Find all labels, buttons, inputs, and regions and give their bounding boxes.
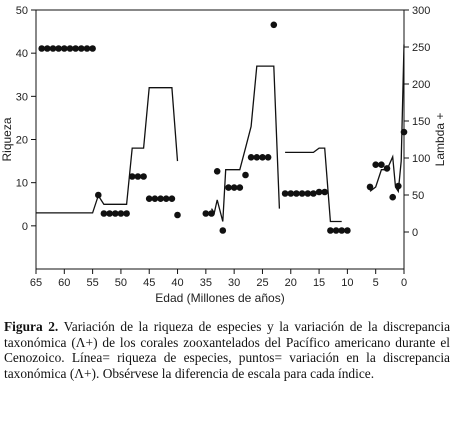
lambda-point	[134, 173, 142, 180]
lambda-point	[123, 210, 130, 217]
lambda-point	[236, 184, 244, 191]
y-right-tick-label: 200	[412, 79, 430, 91]
lambda-point	[298, 190, 306, 197]
lambda-point	[372, 161, 380, 168]
chart: 65 60 55 50 45 40 35 30 25 20 15 10 5 001020304050050…	[0, 5, 447, 305]
lambda-point	[389, 193, 397, 201]
x-tick-label: 65	[30, 277, 42, 289]
lambda-point	[162, 195, 170, 202]
richness-line-segment	[210, 65, 281, 222]
lambda-point	[140, 173, 147, 180]
x-tick-label: 15	[313, 277, 325, 289]
lambda-point	[151, 195, 159, 202]
lambda-point	[38, 45, 45, 52]
caption-text: Variación de la riqueza de especies y la…	[4, 319, 451, 381]
lambda-point	[44, 45, 51, 52]
x-tick-label: 0	[401, 277, 407, 289]
lambda-point	[259, 154, 266, 161]
lambda-point	[338, 227, 346, 234]
lambda-point	[310, 190, 317, 197]
richness-line-segment	[36, 87, 179, 214]
y-left-tick-label: 10	[16, 178, 28, 190]
richness-line-segment	[369, 44, 405, 194]
caption-label: Figura 2.	[4, 319, 59, 334]
lambda-point	[61, 45, 68, 52]
lambda-point	[78, 45, 85, 52]
lambda-point	[117, 210, 125, 217]
y-right-tick-label: 0	[412, 227, 418, 239]
lambda-point	[106, 210, 113, 217]
x-tick-label: 35	[200, 277, 212, 289]
lambda-point	[264, 154, 272, 161]
y-right-tick-label: 150	[412, 116, 430, 128]
lambda-point	[208, 210, 215, 217]
lambda-point	[366, 183, 374, 191]
y-left-tick-label: 20	[16, 135, 28, 147]
lambda-point	[213, 168, 221, 175]
y-left-tick-label: 40	[16, 48, 28, 60]
series-layer	[36, 21, 408, 234]
lambda-point	[344, 227, 351, 234]
y-axis-left-title: Riqueza	[0, 117, 14, 161]
lambda-point	[157, 195, 164, 202]
lambda-point	[219, 227, 227, 234]
lambda-point	[395, 182, 402, 190]
lambda-point	[321, 188, 329, 196]
axes-layer: 65 60 55 50 45 40 35 30 25 20 15 10 5 001020304050050…	[16, 5, 431, 289]
lambda-point	[100, 210, 108, 217]
lambda-point	[247, 154, 255, 161]
y-right-tick-label: 100	[412, 153, 430, 165]
lambda-point	[383, 165, 391, 172]
lambda-point	[304, 190, 312, 197]
y-right-tick-label: 50	[412, 190, 424, 202]
lambda-point	[332, 227, 340, 234]
figure-caption: Figura 2. Variación de la riqueza de esp…	[4, 319, 450, 381]
x-tick-label: 30	[228, 277, 240, 289]
y-right-tick-label: 250	[412, 42, 430, 54]
x-tick-label: 20	[285, 277, 297, 289]
lambda-point	[225, 184, 232, 191]
lambda-point	[174, 211, 181, 219]
lambda-point	[72, 45, 79, 52]
lambda-point	[230, 184, 238, 191]
lambda-point	[327, 227, 334, 234]
y-left-tick-label: 50	[16, 5, 28, 17]
lambda-point	[270, 21, 278, 29]
lambda-point	[378, 161, 385, 168]
lambda-point	[287, 190, 295, 197]
y-left-tick-label: 30	[16, 91, 28, 103]
lambda-point	[281, 190, 289, 197]
x-tick-label: 10	[341, 277, 353, 289]
lambda-point	[112, 210, 119, 217]
x-tick-label: 25	[256, 277, 268, 289]
lambda-point	[400, 128, 408, 136]
x-tick-label: 5	[373, 277, 379, 289]
y-left-tick-label: 0	[22, 221, 28, 233]
lambda-point	[95, 191, 102, 199]
lambda-point	[66, 45, 74, 52]
lambda-point	[242, 171, 249, 179]
lambda-point	[293, 190, 300, 197]
lambda-point	[168, 195, 176, 202]
lambda-point	[49, 45, 57, 52]
x-tick-label: 45	[143, 277, 155, 289]
lambda-point	[128, 173, 136, 180]
richness-line-segment	[285, 147, 342, 223]
x-axis-title: Edad (Millones de años)	[155, 291, 284, 305]
x-tick-label: 50	[115, 277, 127, 289]
lambda-point	[253, 154, 261, 161]
y-axis-right-title: Lambda +	[433, 113, 447, 167]
lambda-point	[89, 45, 96, 52]
lambda-point	[145, 195, 153, 202]
lambda-point	[55, 45, 62, 52]
x-tick-label: 40	[171, 277, 183, 289]
lambda-point	[315, 188, 323, 196]
x-tick-label: 55	[86, 277, 98, 289]
lambda-point	[83, 45, 91, 52]
lambda-point	[202, 210, 210, 217]
x-tick-label: 60	[58, 277, 70, 289]
y-right-tick-label: 300	[412, 5, 430, 17]
